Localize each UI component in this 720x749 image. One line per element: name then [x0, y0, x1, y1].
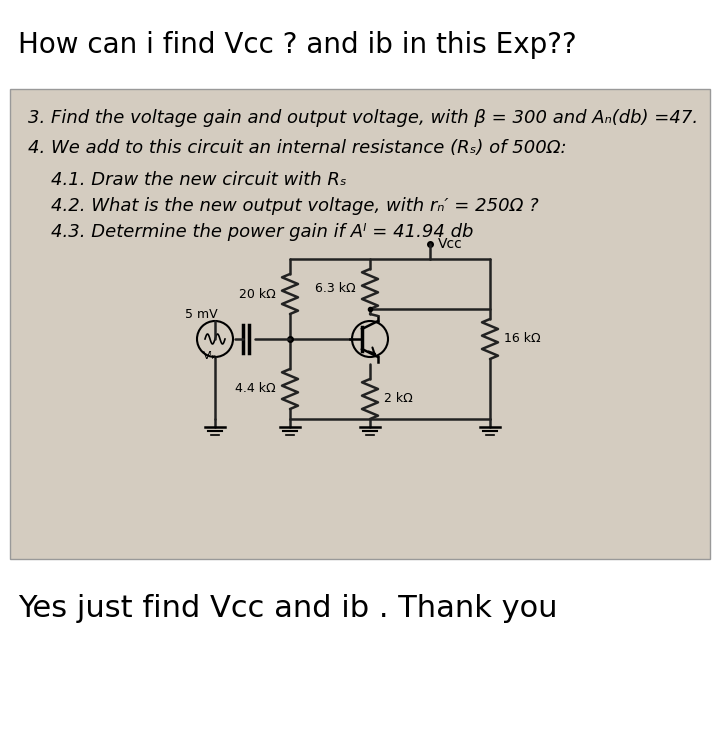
Text: 16 kΩ: 16 kΩ — [504, 333, 541, 345]
Text: 2 kΩ: 2 kΩ — [384, 392, 413, 405]
FancyBboxPatch shape — [10, 89, 710, 559]
Text: Vcc: Vcc — [438, 237, 463, 251]
Text: How can i find Vcc ? and ib in this Exp??: How can i find Vcc ? and ib in this Exp?… — [18, 31, 577, 59]
Text: 20 kΩ: 20 kΩ — [239, 288, 276, 300]
Text: Vᴵₙ: Vᴵₙ — [203, 351, 217, 361]
Text: 4.3. Determine the power gain if Aᴵ = 41.94 db: 4.3. Determine the power gain if Aᴵ = 41… — [28, 223, 473, 241]
Text: Yes just find Vcc and ib . Thank you: Yes just find Vcc and ib . Thank you — [18, 594, 557, 623]
Text: 4.2. What is the new output voltage, with rₙ′ = 250Ω ?: 4.2. What is the new output voltage, wit… — [28, 197, 539, 215]
Text: 4.4 kΩ: 4.4 kΩ — [235, 383, 276, 395]
Text: 6.3 kΩ: 6.3 kΩ — [315, 282, 356, 296]
Text: 5 mV: 5 mV — [185, 308, 217, 321]
Text: 4. We add to this circuit an internal resistance (Rₛ) of 500Ω:: 4. We add to this circuit an internal re… — [28, 139, 567, 157]
Text: 3. Find the voltage gain and output voltage, with β = 300 and Aₙ(db) =47.: 3. Find the voltage gain and output volt… — [28, 109, 698, 127]
Text: 4.1. Draw the new circuit with Rₛ: 4.1. Draw the new circuit with Rₛ — [28, 171, 346, 189]
